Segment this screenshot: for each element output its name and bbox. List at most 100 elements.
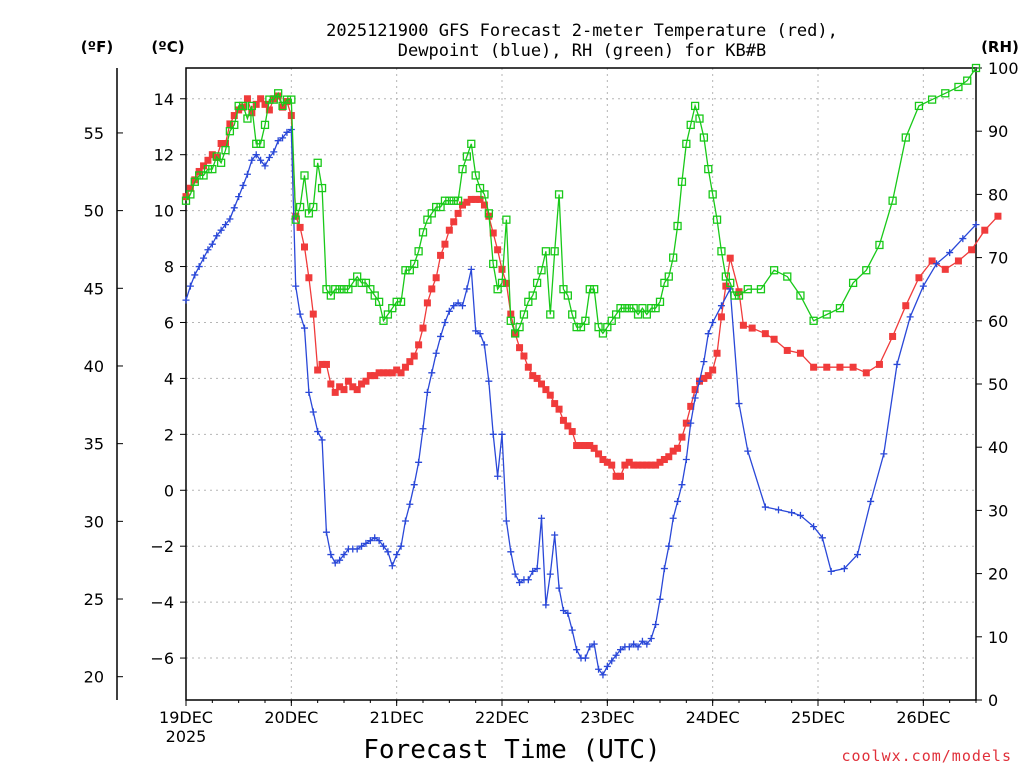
data-point bbox=[256, 139, 265, 148]
data-point bbox=[598, 329, 608, 338]
data-point bbox=[529, 372, 537, 380]
data-point bbox=[867, 497, 875, 505]
data-point bbox=[607, 316, 616, 325]
data-point bbox=[972, 221, 980, 229]
data-point bbox=[301, 324, 308, 332]
data-point bbox=[827, 567, 835, 575]
data-point bbox=[274, 137, 282, 145]
fahrenheit-tick-label: 25 bbox=[84, 590, 104, 609]
data-point bbox=[445, 196, 454, 205]
data-point bbox=[340, 386, 348, 394]
data-point bbox=[309, 408, 317, 416]
data-point bbox=[238, 101, 248, 111]
data-point bbox=[638, 461, 646, 469]
data-point bbox=[252, 139, 261, 148]
data-point bbox=[278, 101, 287, 111]
data-point bbox=[415, 458, 423, 466]
data-point bbox=[840, 565, 848, 573]
data-point bbox=[726, 254, 734, 262]
data-point bbox=[248, 109, 256, 117]
data-point bbox=[933, 260, 940, 268]
data-point bbox=[674, 497, 682, 505]
data-point bbox=[357, 278, 366, 288]
data-point bbox=[467, 139, 476, 148]
data-point bbox=[234, 101, 243, 111]
data-point bbox=[555, 584, 563, 592]
rh-tick-label: 90 bbox=[988, 122, 1008, 141]
data-point bbox=[282, 95, 292, 104]
data-point bbox=[406, 500, 414, 508]
data-point bbox=[647, 304, 656, 313]
x-axis-label: Forecast Time (UTC) bbox=[363, 735, 660, 765]
data-point bbox=[450, 218, 458, 226]
data-point bbox=[590, 640, 598, 648]
data-point bbox=[638, 304, 647, 313]
data-point bbox=[380, 369, 387, 377]
data-point bbox=[915, 274, 923, 282]
data-point bbox=[603, 662, 611, 670]
data-point bbox=[181, 196, 191, 205]
x-tick-label: 22DEC bbox=[475, 708, 529, 727]
data-point bbox=[191, 271, 199, 279]
data-point bbox=[515, 322, 524, 332]
data-point bbox=[313, 158, 322, 167]
data-point bbox=[235, 193, 243, 201]
data-point bbox=[502, 517, 510, 525]
data-point bbox=[889, 332, 897, 340]
data-point bbox=[335, 285, 344, 294]
x-tick-label: 26DEC bbox=[896, 708, 950, 727]
data-point bbox=[573, 442, 581, 450]
data-point bbox=[928, 257, 936, 265]
data-point bbox=[374, 297, 384, 306]
data-point bbox=[810, 363, 818, 371]
x-tick-label: 25DEC bbox=[791, 708, 845, 727]
data-point bbox=[835, 304, 845, 313]
data-point bbox=[392, 297, 401, 306]
data-point bbox=[480, 341, 488, 349]
data-point bbox=[208, 240, 216, 248]
data-point bbox=[327, 551, 335, 559]
data-point bbox=[638, 637, 646, 645]
fahrenheit-tick-label: 30 bbox=[84, 512, 104, 531]
data-point bbox=[634, 643, 642, 651]
data-point bbox=[208, 151, 216, 159]
data-point bbox=[222, 221, 229, 229]
data-point bbox=[186, 282, 194, 290]
data-point bbox=[783, 272, 792, 281]
data-point bbox=[700, 358, 708, 366]
data-point bbox=[595, 665, 603, 673]
data-point bbox=[190, 177, 199, 186]
data-point bbox=[203, 164, 213, 174]
data-point bbox=[704, 330, 712, 338]
data-point bbox=[551, 531, 559, 539]
data-point bbox=[287, 95, 296, 104]
data-point bbox=[489, 229, 497, 237]
data-point bbox=[586, 643, 594, 651]
data-point bbox=[919, 282, 927, 290]
data-point bbox=[665, 453, 673, 461]
data-point bbox=[594, 322, 603, 332]
data-point bbox=[296, 223, 304, 231]
fahrenheit-tick-label: 45 bbox=[84, 279, 104, 298]
data-point bbox=[243, 95, 251, 103]
data-point bbox=[396, 297, 406, 306]
data-point bbox=[822, 310, 831, 319]
data-point bbox=[449, 196, 458, 205]
data-point bbox=[520, 352, 528, 360]
data-point bbox=[453, 196, 463, 205]
data-point bbox=[353, 272, 362, 281]
data-point bbox=[428, 285, 436, 293]
data-point bbox=[217, 226, 225, 234]
data-point bbox=[423, 215, 432, 224]
rh-tick-label: 50 bbox=[988, 375, 1008, 394]
data-point bbox=[353, 545, 361, 553]
data-point bbox=[708, 190, 717, 199]
data-point bbox=[669, 253, 678, 262]
data-point bbox=[756, 285, 766, 294]
rh-tick-label: 30 bbox=[988, 501, 1008, 520]
data-point bbox=[252, 151, 260, 159]
data-point bbox=[608, 461, 616, 469]
data-point bbox=[559, 607, 567, 615]
data-point bbox=[704, 372, 712, 380]
